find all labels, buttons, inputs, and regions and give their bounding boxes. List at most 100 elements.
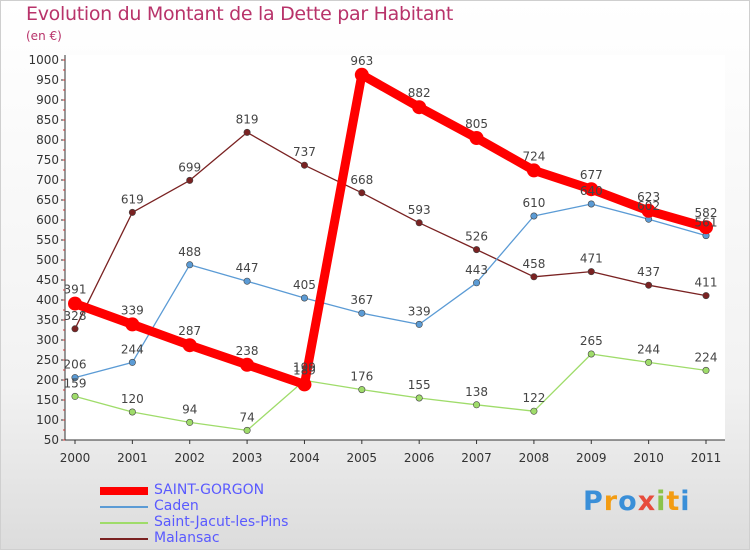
- legend-label-caden: Caden: [154, 498, 199, 514]
- data-label-3: 668: [350, 173, 373, 187]
- data-label-0: 238: [236, 344, 259, 358]
- legend-label-malansac: Malansac: [154, 530, 220, 546]
- legend-swatch-caden: [100, 506, 148, 508]
- data-label-0: 582: [695, 206, 718, 220]
- data-label-1: 206: [64, 358, 87, 372]
- y-tick-label: 1000: [28, 53, 59, 67]
- data-point-0: [526, 163, 541, 178]
- data-point-0: [469, 131, 484, 145]
- data-label-3: 471: [580, 252, 603, 266]
- data-point-0: [412, 100, 427, 115]
- data-label-3: 619: [121, 192, 144, 206]
- data-point-0: [584, 182, 599, 197]
- series-line-0: [73, 70, 708, 389]
- data-point-1: [587, 200, 595, 208]
- data-label-1: 488: [178, 245, 201, 259]
- data-point-2: [702, 366, 710, 374]
- x-tick-label: 2005: [347, 451, 378, 465]
- x-tick-label: 2002: [174, 451, 205, 465]
- data-point-3: [300, 161, 308, 169]
- legend-swatch-malansac: [100, 538, 148, 540]
- data-point-2: [473, 401, 481, 409]
- legend-label-saint-gorgon: SAINT-GORGON: [154, 482, 265, 498]
- data-point-2: [128, 408, 136, 416]
- data-label-2: 74: [239, 410, 254, 424]
- data-label-1: 610: [522, 196, 545, 210]
- data-label-0: 189: [293, 363, 316, 377]
- y-tick-label: 450: [36, 273, 59, 287]
- data-label-1: 244: [121, 342, 144, 356]
- data-point-3: [186, 176, 194, 184]
- data-label-0: 677: [580, 168, 603, 182]
- data-point-2: [530, 407, 538, 415]
- data-point-3: [587, 268, 595, 276]
- data-point-1: [243, 277, 251, 285]
- series-line-3: [74, 131, 707, 330]
- y-tick-label: 950: [36, 73, 59, 87]
- data-label-3: 526: [465, 230, 488, 244]
- chart-subtitle: (en €): [26, 29, 62, 43]
- data-label-1: 405: [293, 278, 316, 292]
- x-tick-label: 2001: [117, 451, 148, 465]
- data-point-0: [354, 67, 369, 82]
- data-label-3: 437: [637, 265, 660, 279]
- data-label-1: 640: [580, 184, 603, 198]
- data-point-0: [182, 338, 197, 353]
- x-tick-label: 2007: [461, 451, 492, 465]
- data-point-1: [71, 374, 79, 382]
- y-tick-label: 100: [36, 413, 59, 427]
- data-label-2: 159: [64, 376, 87, 390]
- legend-swatch-saint-gorgon: [100, 487, 148, 495]
- data-label-0: 724: [522, 149, 545, 163]
- data-label-3: 699: [178, 160, 201, 174]
- data-label-0: 339: [121, 303, 144, 317]
- plot-area: [65, 55, 725, 440]
- data-label-3: 458: [522, 257, 545, 271]
- data-point-1: [473, 279, 481, 287]
- data-point-0: [297, 377, 312, 392]
- data-point-2: [415, 394, 423, 402]
- data-point-1: [530, 212, 538, 220]
- data-label-0: 391: [64, 283, 87, 297]
- data-label-0: 623: [637, 190, 660, 204]
- y-tick-label: 500: [36, 253, 59, 267]
- data-point-3: [415, 219, 423, 227]
- data-point-0: [125, 317, 140, 332]
- x-tick-label: 2008: [519, 451, 550, 465]
- y-tick-label: 400: [36, 293, 59, 307]
- data-point-0: [68, 296, 82, 311]
- data-label-0: 287: [178, 324, 201, 338]
- data-label-3: 737: [293, 145, 316, 159]
- data-label-2: 244: [637, 342, 660, 356]
- data-point-2: [243, 426, 251, 434]
- data-label-2: 122: [522, 391, 545, 405]
- data-label-1: 561: [695, 216, 718, 230]
- data-point-3: [128, 208, 136, 216]
- data-point-1: [358, 309, 366, 317]
- data-label-3: 593: [408, 203, 431, 217]
- data-label-2: 155: [408, 378, 431, 392]
- data-point-2: [587, 350, 595, 358]
- x-tick-label: 2010: [633, 451, 664, 465]
- series-line-2: [74, 353, 707, 432]
- legend-swatch-saint-jacut: [100, 522, 148, 524]
- data-label-1: 443: [465, 263, 488, 277]
- data-point-0: [641, 203, 656, 218]
- data-label-0: 882: [408, 86, 431, 100]
- y-tick-label: 600: [36, 213, 59, 227]
- data-point-3: [71, 325, 79, 333]
- data-label-1: 339: [408, 304, 431, 318]
- y-tick-label: 300: [36, 333, 59, 347]
- x-tick-label: 2011: [691, 451, 722, 465]
- data-label-3: 819: [236, 112, 259, 126]
- data-point-3: [645, 281, 653, 289]
- x-tick-label: 2000: [60, 451, 91, 465]
- x-tick-label: 2009: [576, 451, 607, 465]
- x-tick-label: 2003: [232, 451, 263, 465]
- legend-label-saint-jacut: Saint-Jacut-les-Pins: [154, 514, 289, 530]
- data-point-3: [243, 128, 251, 136]
- data-point-1: [415, 320, 423, 328]
- y-tick-label: 200: [36, 373, 59, 387]
- data-label-0: 805: [465, 117, 488, 131]
